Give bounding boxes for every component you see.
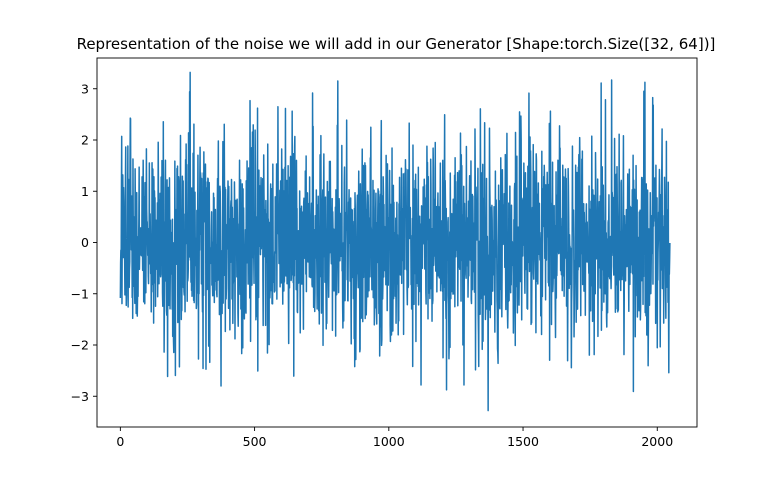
y-tick-label: 1 bbox=[81, 184, 89, 199]
x-tick-label: 1500 bbox=[507, 434, 539, 449]
axes: 0 500 1000 1500 2000 −3 −2 −1 0 1 2 3 bbox=[71, 57, 698, 449]
y-tick-label: −2 bbox=[71, 338, 89, 353]
x-tick-label: 500 bbox=[243, 434, 267, 449]
y-tick-label: 0 bbox=[81, 235, 89, 250]
series-line-noise bbox=[119, 71, 671, 412]
x-tick-label: 1000 bbox=[373, 434, 405, 449]
chart-title: Representation of the noise we will add … bbox=[77, 35, 716, 53]
plot-area bbox=[119, 71, 671, 412]
x-tick-label: 0 bbox=[116, 434, 124, 449]
y-tick-label: 2 bbox=[81, 133, 89, 148]
y-tick-label: −1 bbox=[71, 286, 89, 301]
y-tick-label: −3 bbox=[71, 389, 89, 404]
y-tick-label: 3 bbox=[81, 81, 89, 96]
x-tick-label: 2000 bbox=[641, 434, 673, 449]
